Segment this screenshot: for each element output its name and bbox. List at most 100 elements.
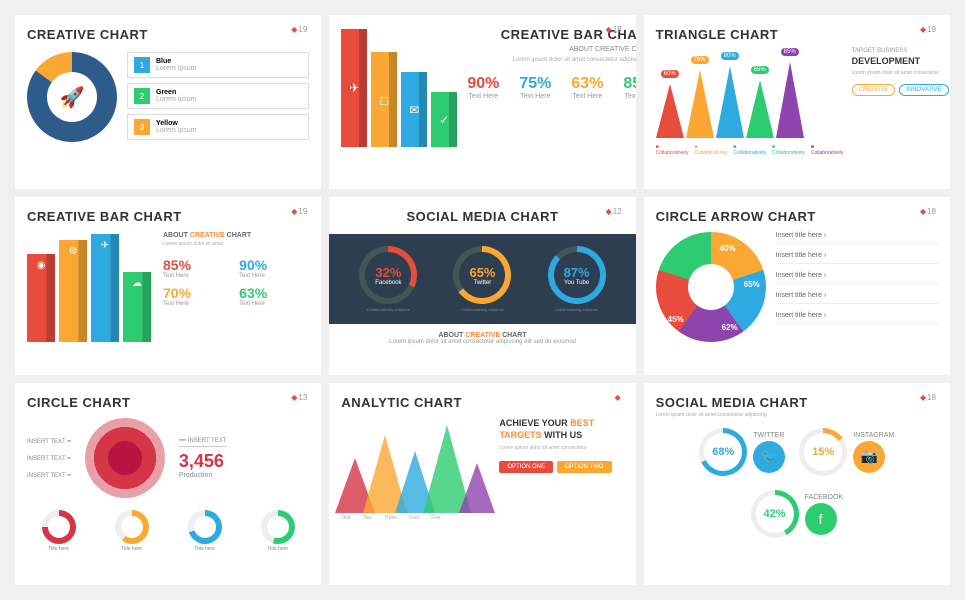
stat-item: 63%Text Here [239,285,309,307]
legend-item: Collaboratively [733,144,766,156]
legend-item: Collaboratively [694,144,727,156]
social-items: 68%TWITTER🐦15%INSTAGRAM📷42%FACEBOOKf [656,428,938,538]
dark-band: 32%FacebookCollaboratively enhance 65%Twi… [329,234,635,324]
creative-bar-chart-card-2: 19 CREATIVE BAR CHART ◉⚙✈☁ ABOUT CREATIV… [15,197,321,375]
pill-button[interactable]: INNOVATIVE [899,84,948,96]
bar: ◉ [27,254,55,342]
social-name: INSTAGRAM [853,432,894,439]
peak-group [341,418,489,513]
option-button[interactable]: OPTION ONE [499,461,553,473]
social-item: 15%INSTAGRAM📷 [799,428,894,476]
lorem-text: Lorem ipsum dolor sit amet consectetur [499,445,623,451]
segment-pct: 65% [744,280,760,289]
social-name: FACEBOOK [805,494,844,501]
card-title: CIRCLE ARROW CHART [656,209,938,224]
stats-grid: 85%Text Here 90%Text Here 70%Text Here 63%T… [163,257,309,307]
triangle-chart-card: 19 TRIANGLE CHART 60%76%80%65%85% Collab… [644,15,950,189]
stats-grid: 90%Text Here 75%Text Here 63%Text Here 85%T… [467,75,635,100]
slide-number: 19 [920,25,936,34]
segment-pct: 62% [722,323,738,332]
lorem-text: Lorem ipsum dolor sit amet consectetur [852,70,949,76]
x-label: Two [363,515,372,521]
stat-item: 75%Text Here [519,75,551,100]
bar: ☁ [123,272,151,342]
stat-item: 85%Text Here [623,75,635,100]
lorem-text: Lorem ipsum dolor sit amet [163,241,309,247]
circle-arrow-chart-card: 18 CIRCLE ARROW CHART 40% 65% 62% 45% Inser… [644,197,950,375]
stat-item: 85%Text Here [163,257,233,279]
stat-item: 70%Text Here [163,285,233,307]
legend-row: Collaboratively Collaboratively Collaborat… [656,144,844,156]
arrow-wheel: 40% 65% 62% 45% [656,232,766,342]
social-item: 42%FACEBOOKf [751,490,844,538]
mini-rings-row: Title hereTitle hereTitle hereTitle here [27,510,309,552]
bar: ◻ [371,52,397,147]
analytic-chart-card: ANALYTIC CHART OneTwoThreeFourFive ACHIE… [329,383,635,585]
pill-button[interactable]: CREATIVE [852,84,896,96]
bar-group: ✈◻✉✓ [341,27,457,147]
stat-item: 90%Text Here [239,257,309,279]
concentric-circle [85,418,165,498]
gauge-item: 32%FacebookCollaboratively enhance [359,246,417,312]
list-item: Insert title here › [776,272,938,284]
legend-item: 1BlueLorem ipsum [127,52,309,78]
development-label: DEVELOPMENT [852,56,949,66]
production-number: 3,456 [179,451,227,472]
headline: ACHIEVE YOUR BEST TARGETS WITH US [499,418,623,441]
creative-bar-chart-card: 18 ✈◻✉✓ CREATIVE BAR CHART ABOUT CREATIV… [329,15,635,189]
option-button[interactable]: OPTION TWO [557,461,612,473]
social-item: 68%TWITTER🐦 [699,428,785,476]
social-icon: 📷 [853,441,885,473]
card-title: CREATIVE BAR CHART [27,209,309,224]
slide-number: 12 [606,207,622,216]
card-title: TRIANGLE CHART [656,27,938,42]
bar: ⚙ [59,240,87,342]
card-title: ANALYTIC CHART [341,395,623,410]
button-row: OPTION ONE OPTION TWO [499,461,623,473]
production-label: Production [179,472,227,479]
button-row: CREATIVEINNOVATIVE [852,84,949,96]
card-title: SOCIAL MEDIA CHART [656,395,938,410]
card-title: SOCIAL MEDIA CHART [341,209,623,224]
triangle-group: 60%76%80%65%85% [656,48,844,138]
creative-chart-card: 19 CREATIVE CHART 1BlueLorem ipsum2Green… [15,15,321,189]
triangle: 76% [686,70,714,138]
lorem-text: Lorem ipsum dolor sit amet consectetur a… [467,57,635,63]
slide-number: 19 [291,207,307,216]
slide-number: 13 [291,393,307,402]
segment-pct: 45% [668,315,684,324]
stat-item: 90%Text Here [467,75,499,100]
triangle: 60% [656,84,684,138]
slide-number: 18 [920,393,936,402]
list-item: Insert title here › [776,312,938,324]
social-icon: f [805,503,837,535]
bar-group: ◉⚙✈☁ [27,232,151,342]
mini-ring-item: Title here [115,510,149,552]
mini-ring-item: Title here [188,510,222,552]
insert-text-label: ━━ INSERT TEXT [179,437,227,447]
segment-pct: 40% [720,244,736,253]
side-label: INSERT TEXT ━ [27,438,71,445]
slide-number: 18 [920,207,936,216]
x-label: One [341,515,350,521]
x-label: Five [431,515,440,521]
title-list: Insert title here › Insert title here › In… [776,232,938,342]
social-icon: 🐦 [753,441,785,473]
triangle: 80% [716,66,744,138]
legend-item: Collaboratively [772,144,805,156]
mini-ring-item: Title here [261,510,295,552]
gauge-item: 65%TwitterCollaboratively enhance [453,246,511,312]
list-item: Insert title here › [776,232,938,244]
social-media-chart-card-2: 18 SOCIAL MEDIA CHART Lorem ipsum dolor … [644,383,950,585]
bar: ✈ [341,29,367,147]
social-media-chart-card: 12 SOCIAL MEDIA CHART 32%FacebookCollabo… [329,197,635,375]
about-label: ABOUT CREATIVE CHART [329,332,635,339]
list-item: Insert title here › [776,292,938,304]
donut-chart [27,52,117,142]
card-title: CREATIVE CHART [27,27,309,42]
lorem-text: Lorem ipsum dolor sit amet consectetur a… [329,339,635,345]
list-item: Insert title here › [776,252,938,264]
stat-item: 63%Text Here [571,75,603,100]
legend-item: 2GreenLorem ipsum [127,83,309,109]
social-name: TWITTER [753,432,785,439]
